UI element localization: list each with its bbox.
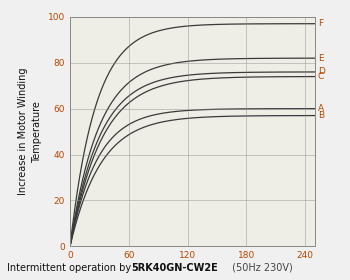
Text: (50Hz 230V): (50Hz 230V) [229, 263, 293, 273]
Text: Intermittent operation by: Intermittent operation by [7, 263, 134, 273]
Text: A: A [318, 104, 324, 113]
Text: E: E [318, 54, 323, 63]
Text: D: D [318, 67, 325, 76]
Text: C: C [318, 72, 324, 81]
Text: B: B [318, 111, 324, 120]
Text: F: F [318, 19, 323, 28]
Text: 5RK40GN-CW2E: 5RK40GN-CW2E [131, 263, 218, 273]
Y-axis label: Increase in Motor Winding
Temperature: Increase in Motor Winding Temperature [18, 68, 42, 195]
